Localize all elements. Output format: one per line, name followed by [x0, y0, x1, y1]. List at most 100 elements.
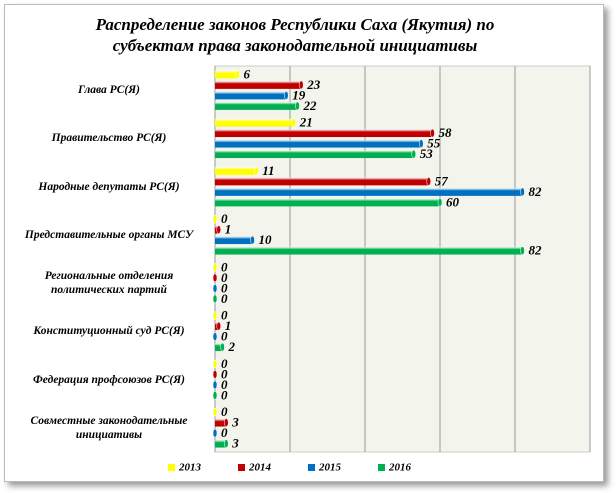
bar-cap [212, 359, 218, 369]
value-label: 22 [303, 98, 318, 113]
legend-label: 2014 [248, 462, 272, 474]
value-label: 58 [439, 125, 453, 140]
bar-cap [212, 284, 218, 293]
legend-label: 2013 [178, 462, 202, 474]
chart-title: Распределение законов Республики Саха (Я… [95, 15, 495, 55]
bar-cap [426, 177, 431, 186]
value-label: 82 [529, 184, 543, 199]
y-tick-label: Совместные законодательные инициативы [30, 414, 188, 441]
bar-cap [212, 294, 218, 304]
bar-cap [437, 198, 443, 207]
bar-cap [216, 321, 221, 331]
bar-cap [520, 246, 525, 255]
bar-cap [254, 166, 259, 176]
bar-cap [212, 370, 218, 379]
legend-label: 2016 [388, 462, 412, 474]
y-tick-label: Федерация профсоюзов РС(Я) [33, 373, 185, 386]
bar-cap [212, 407, 218, 417]
value-label: 0 [221, 308, 228, 323]
y-tick-label: Народные депутаты РС(Я) [38, 180, 180, 193]
value-label: 3 [231, 415, 239, 430]
bar-cap [419, 139, 424, 148]
value-label: 2 [228, 339, 236, 354]
value-label: 1 [225, 222, 232, 237]
legend-swatch [168, 464, 175, 471]
legend-label: 2015 [318, 462, 342, 474]
bar-cap [212, 380, 218, 390]
legend-swatch [238, 464, 245, 471]
value-label: 0 [221, 356, 228, 371]
bar-cap [220, 342, 225, 352]
bar [215, 343, 223, 352]
bar-cap [250, 235, 255, 245]
bar-cap [224, 418, 229, 427]
value-label: 3 [231, 436, 239, 451]
bar [215, 70, 238, 79]
value-label: 60 [446, 194, 460, 209]
bar [215, 198, 440, 207]
value-label: 0 [221, 425, 228, 440]
y-tick-label: Региональные отделения политических парт… [44, 270, 174, 297]
value-label: 0 [221, 366, 228, 381]
bar [215, 118, 294, 127]
bar-cap [212, 214, 218, 224]
bar [215, 101, 298, 110]
bar [215, 80, 302, 89]
value-label: 6 [244, 66, 251, 81]
bar-cap [430, 128, 435, 138]
value-label: 10 [259, 232, 273, 247]
bar [215, 177, 429, 186]
bar-cap [212, 273, 218, 283]
bar-cap [212, 263, 218, 272]
value-label: 57 [435, 173, 449, 188]
bar [215, 236, 253, 245]
bar-cap [235, 70, 240, 79]
value-label: 0 [221, 291, 228, 306]
value-label: 21 [299, 115, 313, 130]
bar-cap [520, 187, 525, 197]
y-tick-label: Глава РС(Я) [78, 84, 140, 97]
bar-cap [212, 332, 218, 341]
bar-cap [291, 118, 296, 127]
y-tick-label: Представительные органы МСУ [24, 228, 194, 241]
value-label: 0 [221, 270, 228, 285]
bar-cap [299, 80, 304, 90]
value-label: 0 [221, 259, 228, 274]
bar [215, 246, 523, 255]
bar-cap [411, 149, 416, 159]
bar-cap [212, 311, 218, 320]
bar [215, 418, 227, 427]
bar-cap [212, 391, 218, 400]
value-label: 11 [262, 163, 274, 178]
bar [215, 129, 433, 138]
value-label: 1 [225, 318, 232, 333]
bar [215, 166, 257, 175]
value-label: 82 [529, 243, 543, 258]
value-label: 0 [221, 280, 228, 295]
legend-swatch [378, 464, 385, 471]
bar [215, 439, 227, 448]
bar [215, 139, 422, 148]
bar [215, 150, 414, 159]
y-tick-label: Конституционный суд РС(Я) [33, 325, 185, 338]
value-label: 23 [306, 77, 321, 92]
value-label: 0 [221, 329, 228, 344]
value-label: 0 [221, 211, 228, 226]
bar-cap [224, 439, 229, 448]
value-label: 19 [292, 87, 306, 102]
bar [215, 91, 287, 100]
value-label: 0 [221, 387, 228, 402]
legend-swatch [308, 464, 315, 471]
y-tick-label: Правительство РС(Я) [51, 132, 167, 145]
bar-cap [212, 428, 218, 438]
bar [215, 187, 523, 196]
bar-cap [284, 91, 289, 100]
value-label: 55 [427, 136, 441, 151]
bar-cap [295, 101, 300, 111]
value-label: 0 [221, 377, 228, 392]
bar-cap [216, 225, 221, 234]
value-label: 0 [221, 404, 228, 419]
value-label: 53 [420, 146, 434, 161]
